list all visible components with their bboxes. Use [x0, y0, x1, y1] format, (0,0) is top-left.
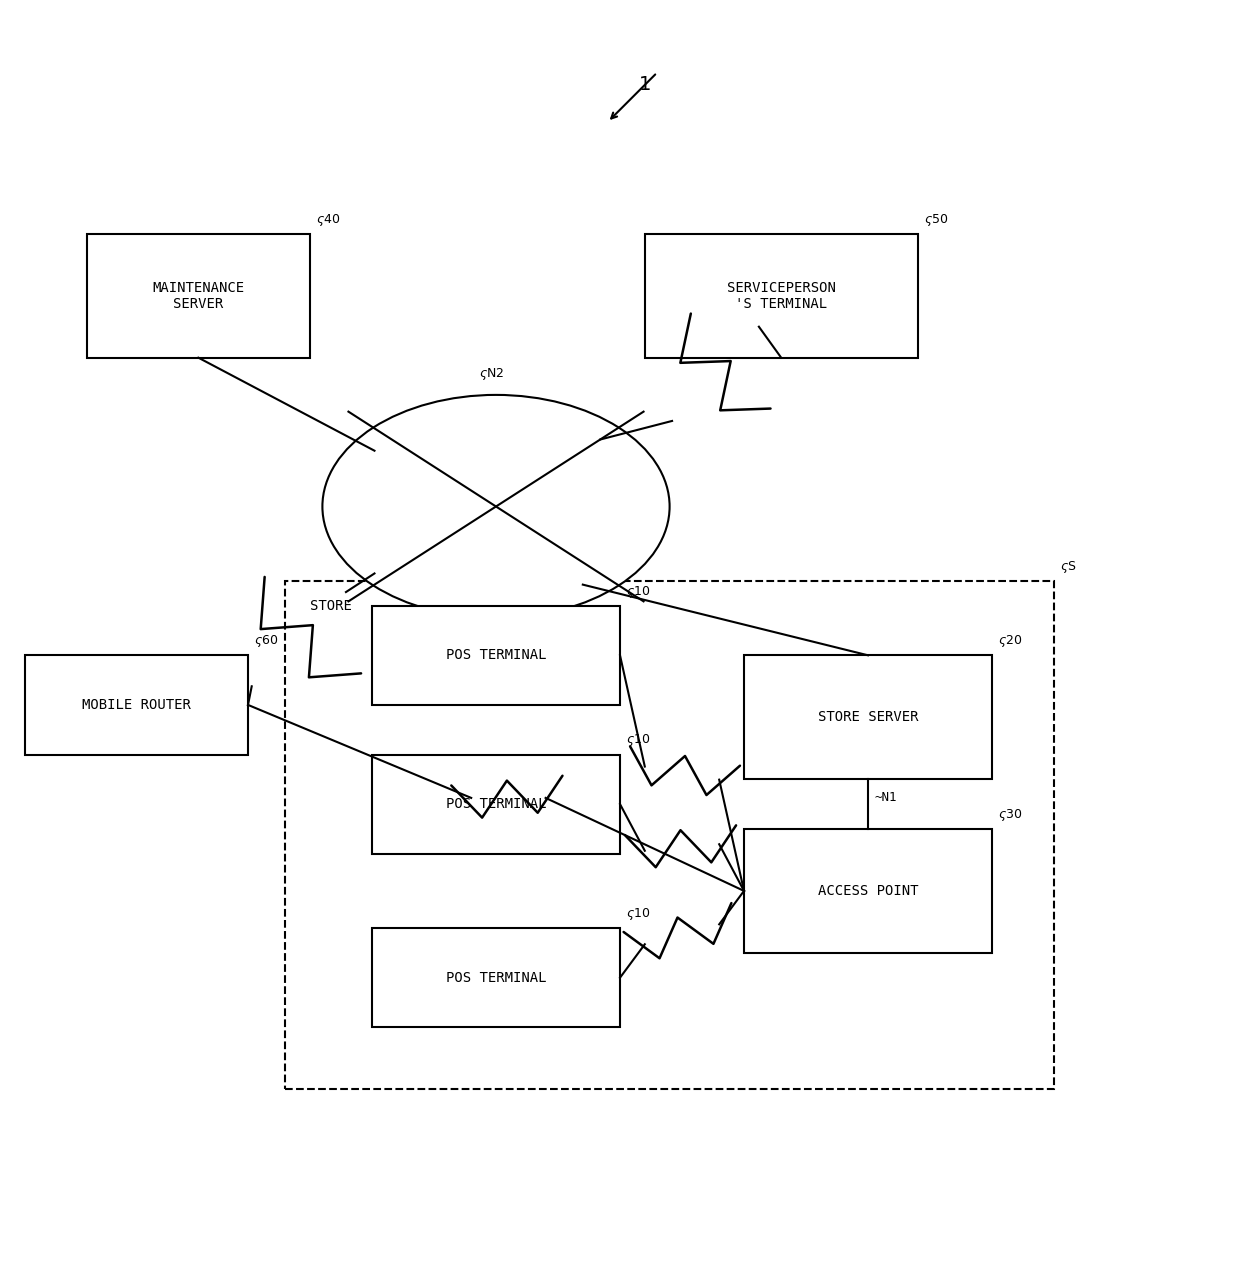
Text: MAINTENANCE
SERVER: MAINTENANCE SERVER	[153, 281, 244, 310]
Text: STORE: STORE	[310, 599, 352, 614]
Text: $\varsigma$S: $\varsigma$S	[1060, 559, 1076, 575]
Text: SERVICEPERSON
'S TERMINAL: SERVICEPERSON 'S TERMINAL	[727, 281, 836, 310]
Text: $\varsigma$30: $\varsigma$30	[998, 807, 1023, 822]
FancyBboxPatch shape	[744, 656, 992, 779]
Text: POS TERMINAL: POS TERMINAL	[445, 797, 547, 811]
Text: ACCESS POINT: ACCESS POINT	[817, 884, 919, 898]
FancyBboxPatch shape	[285, 581, 1054, 1090]
Text: 1: 1	[639, 76, 651, 95]
Ellipse shape	[322, 395, 670, 618]
Text: $\varsigma$50: $\varsigma$50	[924, 212, 949, 227]
Text: ~N1: ~N1	[874, 792, 897, 805]
FancyBboxPatch shape	[372, 605, 620, 705]
FancyBboxPatch shape	[744, 828, 992, 953]
Text: $\varsigma$10: $\varsigma$10	[626, 733, 651, 748]
Text: $\varsigma$60: $\varsigma$60	[254, 633, 279, 649]
Text: $\varsigma$20: $\varsigma$20	[998, 633, 1023, 649]
FancyBboxPatch shape	[25, 656, 248, 754]
Text: $\varsigma$40: $\varsigma$40	[316, 212, 341, 227]
Text: $\varsigma$10: $\varsigma$10	[626, 584, 651, 599]
FancyBboxPatch shape	[87, 233, 310, 358]
FancyBboxPatch shape	[372, 754, 620, 854]
FancyBboxPatch shape	[372, 928, 620, 1028]
Text: POS TERMINAL: POS TERMINAL	[445, 971, 547, 985]
Text: STORE SERVER: STORE SERVER	[817, 710, 919, 724]
Text: MOBILE ROUTER: MOBILE ROUTER	[82, 697, 191, 712]
FancyBboxPatch shape	[645, 233, 918, 358]
Text: POS TERMINAL: POS TERMINAL	[445, 648, 547, 662]
Text: $\varsigma$N2: $\varsigma$N2	[479, 367, 503, 382]
Text: $\varsigma$10: $\varsigma$10	[626, 905, 651, 922]
